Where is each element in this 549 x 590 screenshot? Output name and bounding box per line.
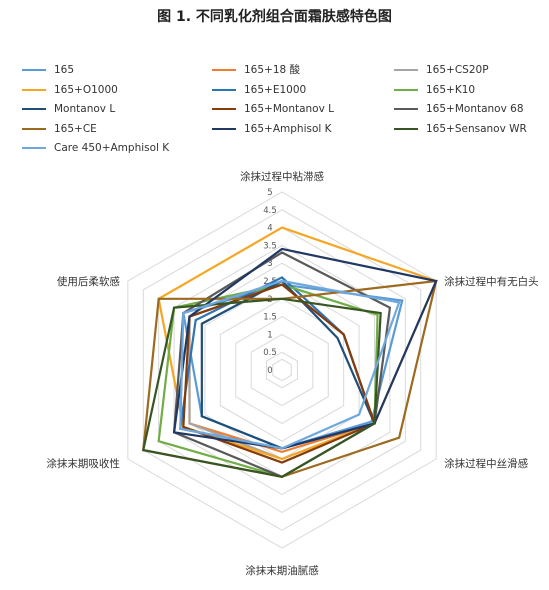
tick-label: 0.5 — [263, 348, 277, 358]
series-line — [172, 247, 438, 450]
legend-swatch — [22, 127, 46, 130]
legend-label: 165+O1000 — [54, 83, 118, 96]
series-line — [172, 251, 392, 479]
legend-swatch — [394, 88, 418, 91]
axis-label: 涂抹末期吸收性 — [46, 457, 120, 470]
legend-swatch — [394, 69, 418, 71]
series-line — [179, 279, 401, 450]
legend-swatch — [212, 127, 236, 130]
legend-swatch — [22, 147, 46, 149]
axis-label: 涂抹过程中粘滞感 — [240, 170, 324, 183]
tick-label: 1 — [267, 330, 272, 340]
legend-swatch — [22, 108, 46, 110]
tick-label: 3 — [267, 259, 272, 269]
legend-swatch — [394, 108, 418, 110]
tick-label: 2.5 — [263, 277, 277, 287]
legend-label: 165+E1000 — [244, 83, 307, 96]
grid-ring — [173, 244, 391, 496]
axis-label: 使用后柔软感 — [57, 275, 120, 288]
axis-label: 涂抹过程中有无白头 — [444, 275, 539, 288]
legend-label: 165+CE — [54, 122, 97, 135]
legend-swatch — [22, 69, 46, 71]
chart-title: 图 1. 不同乳化剂组合面霜肤感特色图 — [157, 9, 392, 25]
grid-ring — [235, 316, 329, 424]
legend-label: 165+K10 — [426, 83, 476, 96]
legend-label: 165 — [54, 64, 75, 76]
grid-ring — [158, 227, 406, 513]
series-line — [141, 297, 382, 478]
legend-label: 165+Montanov L — [244, 103, 335, 115]
legend-label: 165+Montanov 68 — [426, 103, 524, 115]
tick-label: 1.5 — [263, 313, 277, 323]
tick-label: 3.5 — [263, 241, 277, 251]
legend-label: Montanov L — [54, 103, 116, 115]
legend-label: 165+CS20P — [426, 64, 489, 76]
grid-ring-inner — [272, 358, 292, 382]
legend-label: Care 450+Amphisol K — [54, 142, 170, 154]
legend-swatch — [212, 88, 236, 91]
legend-label: 165+Sensanov WR — [426, 122, 527, 135]
legend-swatch — [212, 69, 236, 71]
tick-label: 4 — [267, 224, 272, 234]
grid-ring — [250, 333, 314, 407]
tick-label: 0 — [267, 366, 272, 376]
grid-ring — [142, 209, 422, 531]
legend-label: 165+18 酸 — [244, 64, 301, 76]
tick-label: 4.5 — [263, 206, 277, 216]
axis-label: 涂抹过程中丝滑感 — [444, 457, 528, 470]
legend-label: 165+Amphisol K — [244, 122, 332, 135]
grid-ring — [266, 351, 298, 389]
legend-swatch — [394, 127, 418, 130]
legend-swatch — [212, 108, 236, 110]
axis-label: 涂抹末期油腻感 — [245, 564, 319, 577]
legend-swatch — [22, 88, 46, 91]
tick-label: 5 — [267, 188, 272, 198]
